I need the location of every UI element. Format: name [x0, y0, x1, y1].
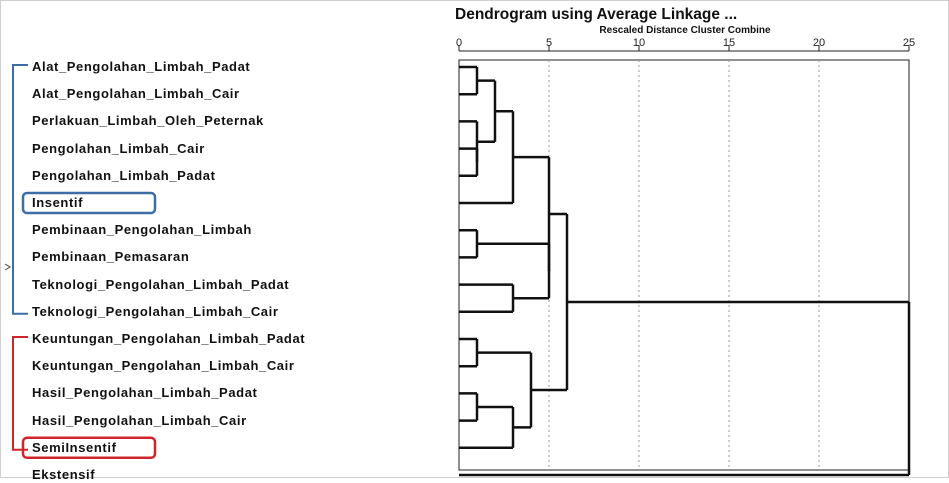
- x-tick-label: 15: [723, 37, 735, 49]
- plot-area: [458, 59, 910, 471]
- leaf-label: Pembinaan_Pengolahan_Limbah: [32, 222, 252, 238]
- leaf-label: Teknologi_Pengolahan_Limbah_Cair: [32, 303, 279, 319]
- chart-title: Dendrogram using Average Linkage ...: [455, 6, 738, 23]
- group-bracket: [12, 64, 28, 315]
- leaf-label: Pengolahan_Limbah_Cair: [32, 140, 205, 156]
- x-tick-label: 25: [903, 37, 915, 49]
- x-tick-label: 5: [546, 37, 552, 49]
- leaf-label: Keuntungan_Pengolahan_Limbah_Padat: [32, 331, 306, 346]
- leaf-label: Teknologi_Pengolahan_Limbah_Padat: [32, 276, 290, 292]
- leaf-label: Alat_Pengolahan_Limbah_Cair: [32, 86, 240, 102]
- bracket-marker: [4, 263, 11, 271]
- leaf-label: Insentif: [32, 195, 84, 210]
- leaf-label: Pembinaan_Pemasaran: [32, 249, 190, 265]
- leaf-label: Pengolahan_Limbah_Padat: [32, 167, 216, 183]
- x-tick-label: 10: [633, 37, 645, 49]
- leaf-label: Alat_Pengolahan_Limbah_Padat: [32, 59, 251, 74]
- x-axis-label: Rescaled Distance Cluster Combine: [599, 25, 771, 36]
- group-highlight-box: [21, 436, 157, 460]
- x-tick-label: 0: [456, 37, 462, 49]
- x-tick-label: 20: [813, 37, 825, 49]
- leaf-label: Keuntungan_Pengolahan_Limbah_Cair: [32, 358, 295, 374]
- group-highlight-box: [21, 191, 157, 215]
- group-bracket: [12, 336, 28, 451]
- leaf-label: Hasil_Pengolahan_Limbah_Cair: [32, 412, 247, 428]
- leaf-label: SemiInsentif: [32, 439, 117, 455]
- leaf-label: Perlakuan_Limbah_Oleh_Peternak: [32, 113, 264, 129]
- leaf-label: Hasil_Pengolahan_Limbah_Padat: [32, 385, 258, 401]
